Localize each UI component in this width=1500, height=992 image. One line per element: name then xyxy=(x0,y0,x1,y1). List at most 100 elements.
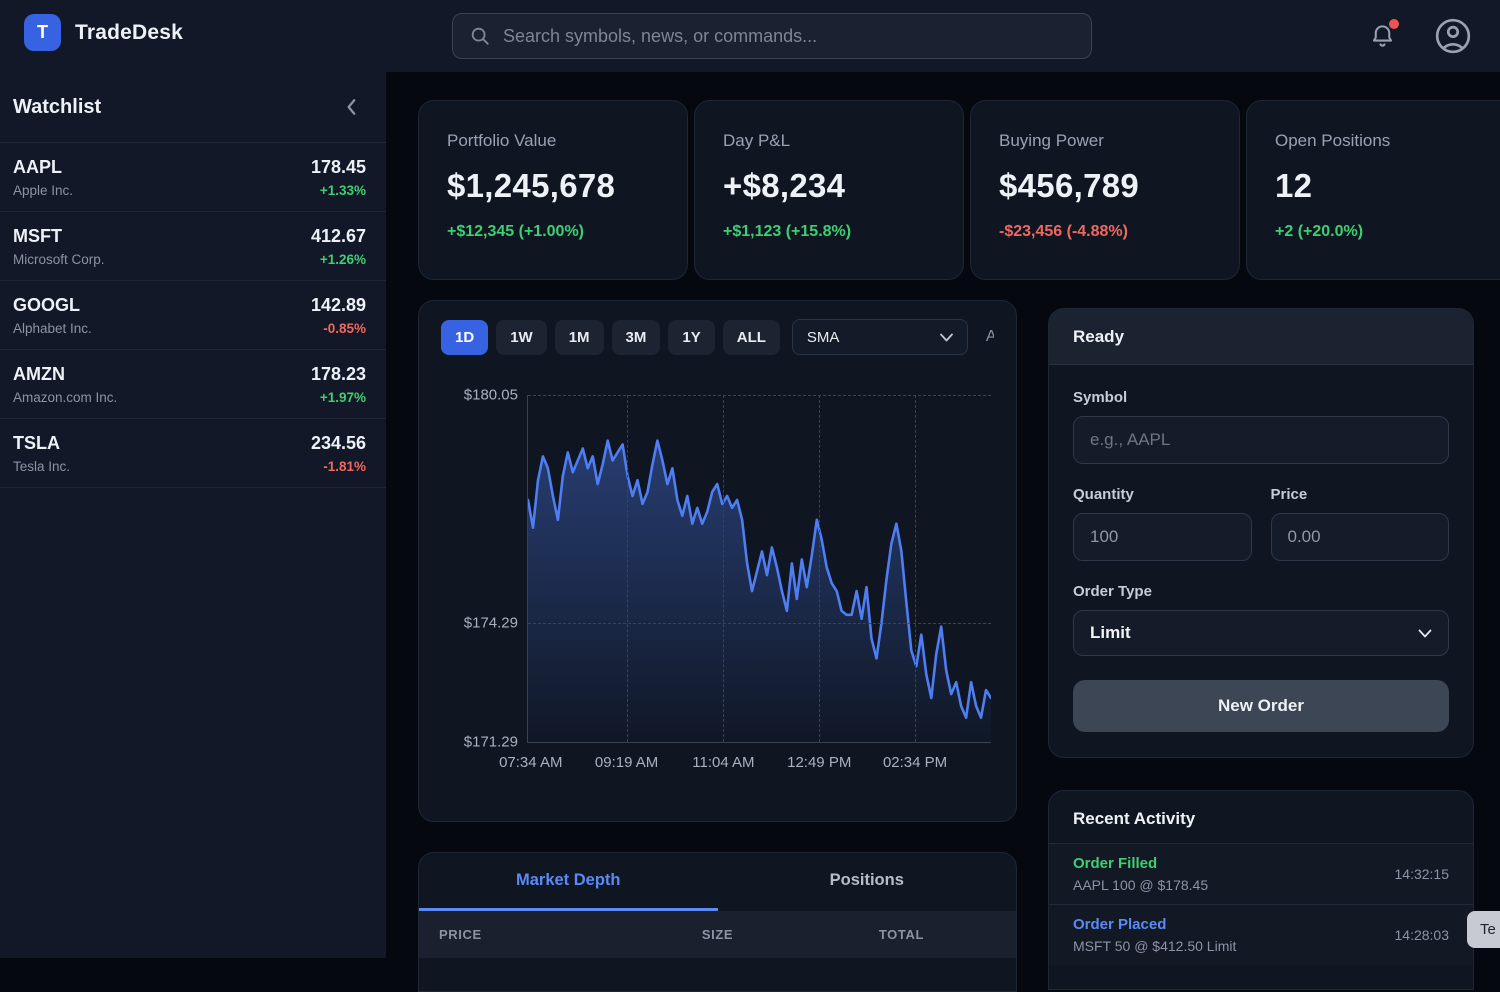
timeframe-button-1d[interactable]: 1D xyxy=(441,319,489,355)
watchlist-row-amzn[interactable]: AMZN Amazon.com Inc. 178.23 +1.97% xyxy=(0,350,386,419)
activity-row-order-filled[interactable]: Order Filled AAPL 100 @ $178.45 14:32:15 xyxy=(1049,843,1473,904)
timeframe-button-1w[interactable]: 1W xyxy=(496,319,547,355)
change-percent: -1.81% xyxy=(323,458,366,474)
stat-label: Buying Power xyxy=(999,131,1104,150)
recent-activity-title: Recent Activity xyxy=(1073,809,1196,828)
watchlist-row-msft[interactable]: MSFT Microsoft Corp. 412.67 +1.26% xyxy=(0,212,386,281)
company-name: Microsoft Corp. xyxy=(13,251,105,267)
price-chart-plot[interactable]: $180.05 $174.29 $171.29 07:34 AM 09:19 A… xyxy=(464,387,991,771)
tab-market-depth[interactable]: Market Depth xyxy=(419,853,718,911)
indicator-value: SMA xyxy=(806,328,840,346)
chart-area: $180.05 $174.29 $171.29 07:34 AM 09:19 A… xyxy=(441,371,994,785)
toast-text: Te xyxy=(1480,921,1496,938)
recent-activity-panel: Recent Activity Order Filled AAPL 100 @ … xyxy=(1048,790,1474,990)
search-icon xyxy=(469,25,491,47)
stat-label: Open Positions xyxy=(1275,131,1391,150)
chevron-down-icon xyxy=(940,333,953,341)
stat-change: -$23,456 (-4.88%) xyxy=(999,223,1128,240)
change-percent: +1.33% xyxy=(319,182,366,198)
x-axis-label-4: 12:49 PM xyxy=(787,754,852,771)
search-input[interactable] xyxy=(503,25,1075,47)
symbol: AAPL xyxy=(13,156,62,177)
app-logo: T xyxy=(24,14,61,51)
watchlist-title: Watchlist xyxy=(13,95,102,118)
symbol-input[interactable] xyxy=(1073,416,1449,464)
bottom-tabs: Market Depth Positions xyxy=(419,853,1016,911)
watchlist-row-googl[interactable]: GOOGL Alphabet Inc. 142.89 -0.85% xyxy=(0,281,386,350)
stat-label: Portfolio Value xyxy=(447,131,557,150)
timeframe-button-3m[interactable]: 3M xyxy=(611,319,661,355)
notification-badge xyxy=(1389,18,1399,29)
stat-change: +$1,123 (+15.8%) xyxy=(723,223,852,240)
y-axis-label-top: $180.05 xyxy=(463,386,518,404)
stat-value: $1,245,678 xyxy=(447,167,616,204)
portfolio-stats-row: Portfolio Value $1,245,678 +$12,345 (+1.… xyxy=(418,100,1500,280)
column-size: SIZE xyxy=(701,927,734,942)
timeframe-button-1y[interactable]: 1Y xyxy=(668,319,715,355)
stat-value: 12 xyxy=(1275,167,1313,204)
timeframe-button-1m[interactable]: 1M xyxy=(554,319,604,355)
symbol: AMZN xyxy=(13,363,65,384)
order-panel-status: Ready xyxy=(1049,309,1473,365)
stat-card-open-positions: Open Positions 12 +2 (+20.0%) xyxy=(1246,100,1500,280)
quantity-input[interactable] xyxy=(1073,513,1252,561)
activity-status: Order Placed xyxy=(1073,916,1167,933)
price-chart-card: 1D 1W 1M 3M 1Y ALL SMA Annotations $180.… xyxy=(418,300,1017,822)
stat-change: +$12,345 (+1.00%) xyxy=(447,223,584,240)
x-axis-label-3: 11:04 AM xyxy=(692,754,755,771)
stat-value: +$8,234 xyxy=(723,167,846,204)
company-name: Alphabet Inc. xyxy=(13,320,92,336)
annotations-label[interactable]: Annotations xyxy=(985,328,994,345)
column-total: TOTAL xyxy=(878,927,924,942)
tab-positions[interactable]: Positions xyxy=(829,871,904,889)
timeframe-button-all[interactable]: ALL xyxy=(722,319,780,355)
order-type-select[interactable]: Limit xyxy=(1073,610,1449,656)
account-button[interactable] xyxy=(1434,17,1472,55)
company-name: Tesla Inc. xyxy=(13,458,71,474)
y-axis-label-bottom: $171.29 xyxy=(463,733,518,751)
price-input[interactable] xyxy=(1270,513,1449,561)
stat-card-day-pnl: Day P&L +$8,234 +$1,123 (+15.8%) xyxy=(694,100,964,280)
watchlist-header: Watchlist xyxy=(0,72,386,143)
change-percent: -0.85% xyxy=(323,320,366,336)
app-brand[interactable]: T TradeDesk xyxy=(24,14,183,51)
notifications-button[interactable] xyxy=(1369,18,1399,50)
price-label: Price xyxy=(1270,486,1308,503)
order-form: Symbol Quantity Price Order Type Limit N… xyxy=(1049,365,1473,756)
price: 178.45 xyxy=(310,156,366,177)
price: 234.56 xyxy=(310,432,366,453)
change-percent: +1.97% xyxy=(319,389,366,405)
app-title: TradeDesk xyxy=(75,20,184,44)
price: 142.89 xyxy=(310,294,366,315)
activity-detail: AAPL 100 @ $178.45 xyxy=(1073,877,1209,893)
new-order-button[interactable]: New Order xyxy=(1073,680,1449,732)
x-axis-label-2: 09:19 AM xyxy=(594,754,659,771)
indicator-select[interactable]: SMA xyxy=(791,319,968,355)
chevron-down-icon xyxy=(1418,629,1432,637)
activity-row-order-placed[interactable]: Order Placed MSFT 50 @ $412.50 Limit 14:… xyxy=(1049,904,1473,965)
chart-toolbar: 1D 1W 1M 3M 1Y ALL SMA Annotations xyxy=(441,319,994,355)
x-axis-label-5: 02:34 PM xyxy=(882,754,948,771)
change-percent: +1.26% xyxy=(319,251,366,267)
toast-notification[interactable]: Te xyxy=(1467,911,1500,948)
column-price: PRICE xyxy=(439,927,482,942)
activity-status: Order Filled xyxy=(1073,855,1158,872)
activity-time: 14:28:03 xyxy=(1394,927,1450,943)
stat-value: $456,789 xyxy=(999,167,1140,204)
price: 178.23 xyxy=(310,363,366,384)
user-avatar-icon xyxy=(1434,17,1472,55)
collapse-sidebar-button[interactable] xyxy=(344,98,360,116)
y-axis-label-mid: $174.29 xyxy=(463,614,518,632)
watchlist-sidebar: Watchlist AAPL Apple Inc. 178.45 +1.33% MS… xyxy=(0,72,386,958)
market-depth-panel: Market Depth Positions PRICE SIZE TOTAL xyxy=(418,852,1017,992)
bell-icon xyxy=(1369,23,1396,50)
symbol-label: Symbol xyxy=(1073,389,1128,406)
watchlist-row-tsla[interactable]: TSLA Tesla Inc. 234.56 -1.81% xyxy=(0,419,386,488)
watchlist-row-aapl[interactable]: AAPL Apple Inc. 178.45 +1.33% xyxy=(0,143,386,212)
global-search[interactable] xyxy=(452,13,1092,59)
symbol: TSLA xyxy=(13,432,60,453)
price: 412.67 xyxy=(310,225,366,246)
symbol: GOOGL xyxy=(13,294,80,315)
stat-change: +2 (+20.0%) xyxy=(1275,223,1364,240)
quantity-label: Quantity xyxy=(1073,486,1134,503)
